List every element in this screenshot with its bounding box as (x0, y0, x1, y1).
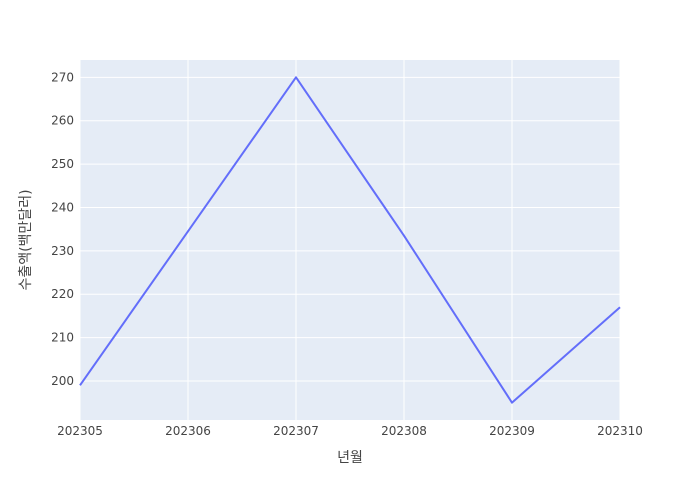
x-tick-label: 202308 (381, 424, 427, 438)
x-tick-label: 202309 (489, 424, 535, 438)
y-tick-labels: 200 210 220 230 240 250 260 270 (51, 70, 74, 388)
y-tick-label: 220 (51, 287, 74, 301)
y-tick-label: 210 (51, 331, 74, 345)
x-tick-label: 202307 (273, 424, 319, 438)
x-tick-label: 202306 (165, 424, 211, 438)
y-tick-label: 260 (51, 114, 74, 128)
x-axis-title: 년월 (337, 450, 363, 466)
y-tick-label: 270 (51, 70, 74, 84)
y-tick-label: 240 (51, 200, 74, 214)
series-layer (79, 76, 621, 404)
x-gridlines (79, 60, 621, 420)
y-axis-title: 수출액(백만달러) (18, 189, 34, 290)
y-gridlines (80, 76, 620, 382)
x-tick-labels: 202305 202306 202307 202308 202309 202310 (57, 424, 643, 438)
y-tick-label: 200 (51, 374, 74, 388)
x-tick-label: 202305 (57, 424, 103, 438)
x-tick-label: 202310 (597, 424, 643, 438)
y-tick-label: 230 (51, 244, 74, 258)
plot-area (80, 60, 620, 420)
series-line (79, 76, 621, 404)
y-tick-label: 250 (51, 157, 74, 171)
